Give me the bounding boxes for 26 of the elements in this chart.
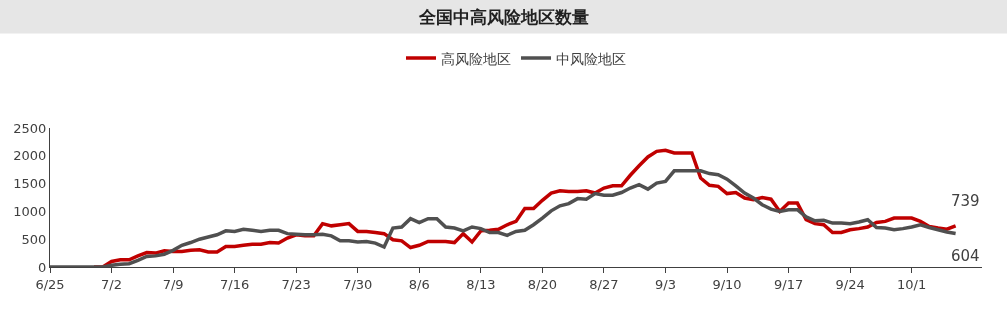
y-tick-label: 1500: [13, 176, 47, 192]
annotation: 739: [951, 192, 980, 210]
x-tick-label: 9/3: [655, 276, 676, 292]
x-tick-label: 7/2: [101, 276, 123, 292]
legend-label: 中风险地区: [556, 50, 626, 67]
x-tick-label: 9/10: [712, 276, 742, 292]
x-tick-label: 8/20: [527, 276, 557, 292]
y-tick-label: 2000: [13, 148, 47, 164]
legend-label: 高风险地区: [441, 50, 511, 67]
y-tick-label: 500: [21, 231, 47, 247]
annotation: 604: [951, 247, 980, 265]
x-tick-label: 7/16: [220, 276, 250, 292]
x-tick-label: 9/17: [773, 276, 804, 292]
y-tick-label: 0: [38, 259, 47, 275]
x-tick-label: 8/13: [466, 276, 496, 292]
x-tick-label: 8/6: [408, 276, 430, 292]
x-tick-label: 8/27: [589, 276, 619, 292]
x-tick-label: 7/23: [281, 276, 311, 292]
chart-title: 全国中高风险地区数量: [417, 7, 589, 28]
y-tick-label: 1000: [13, 203, 47, 219]
y-tick-label: 2500: [13, 120, 47, 136]
x-tick-label: 10/1: [897, 276, 927, 292]
x-tick-label: 9/24: [835, 276, 865, 292]
x-tick-label: 7/9: [162, 276, 184, 292]
x-tick-label: 7/30: [343, 276, 373, 292]
x-tick-label: 6/25: [35, 276, 65, 292]
